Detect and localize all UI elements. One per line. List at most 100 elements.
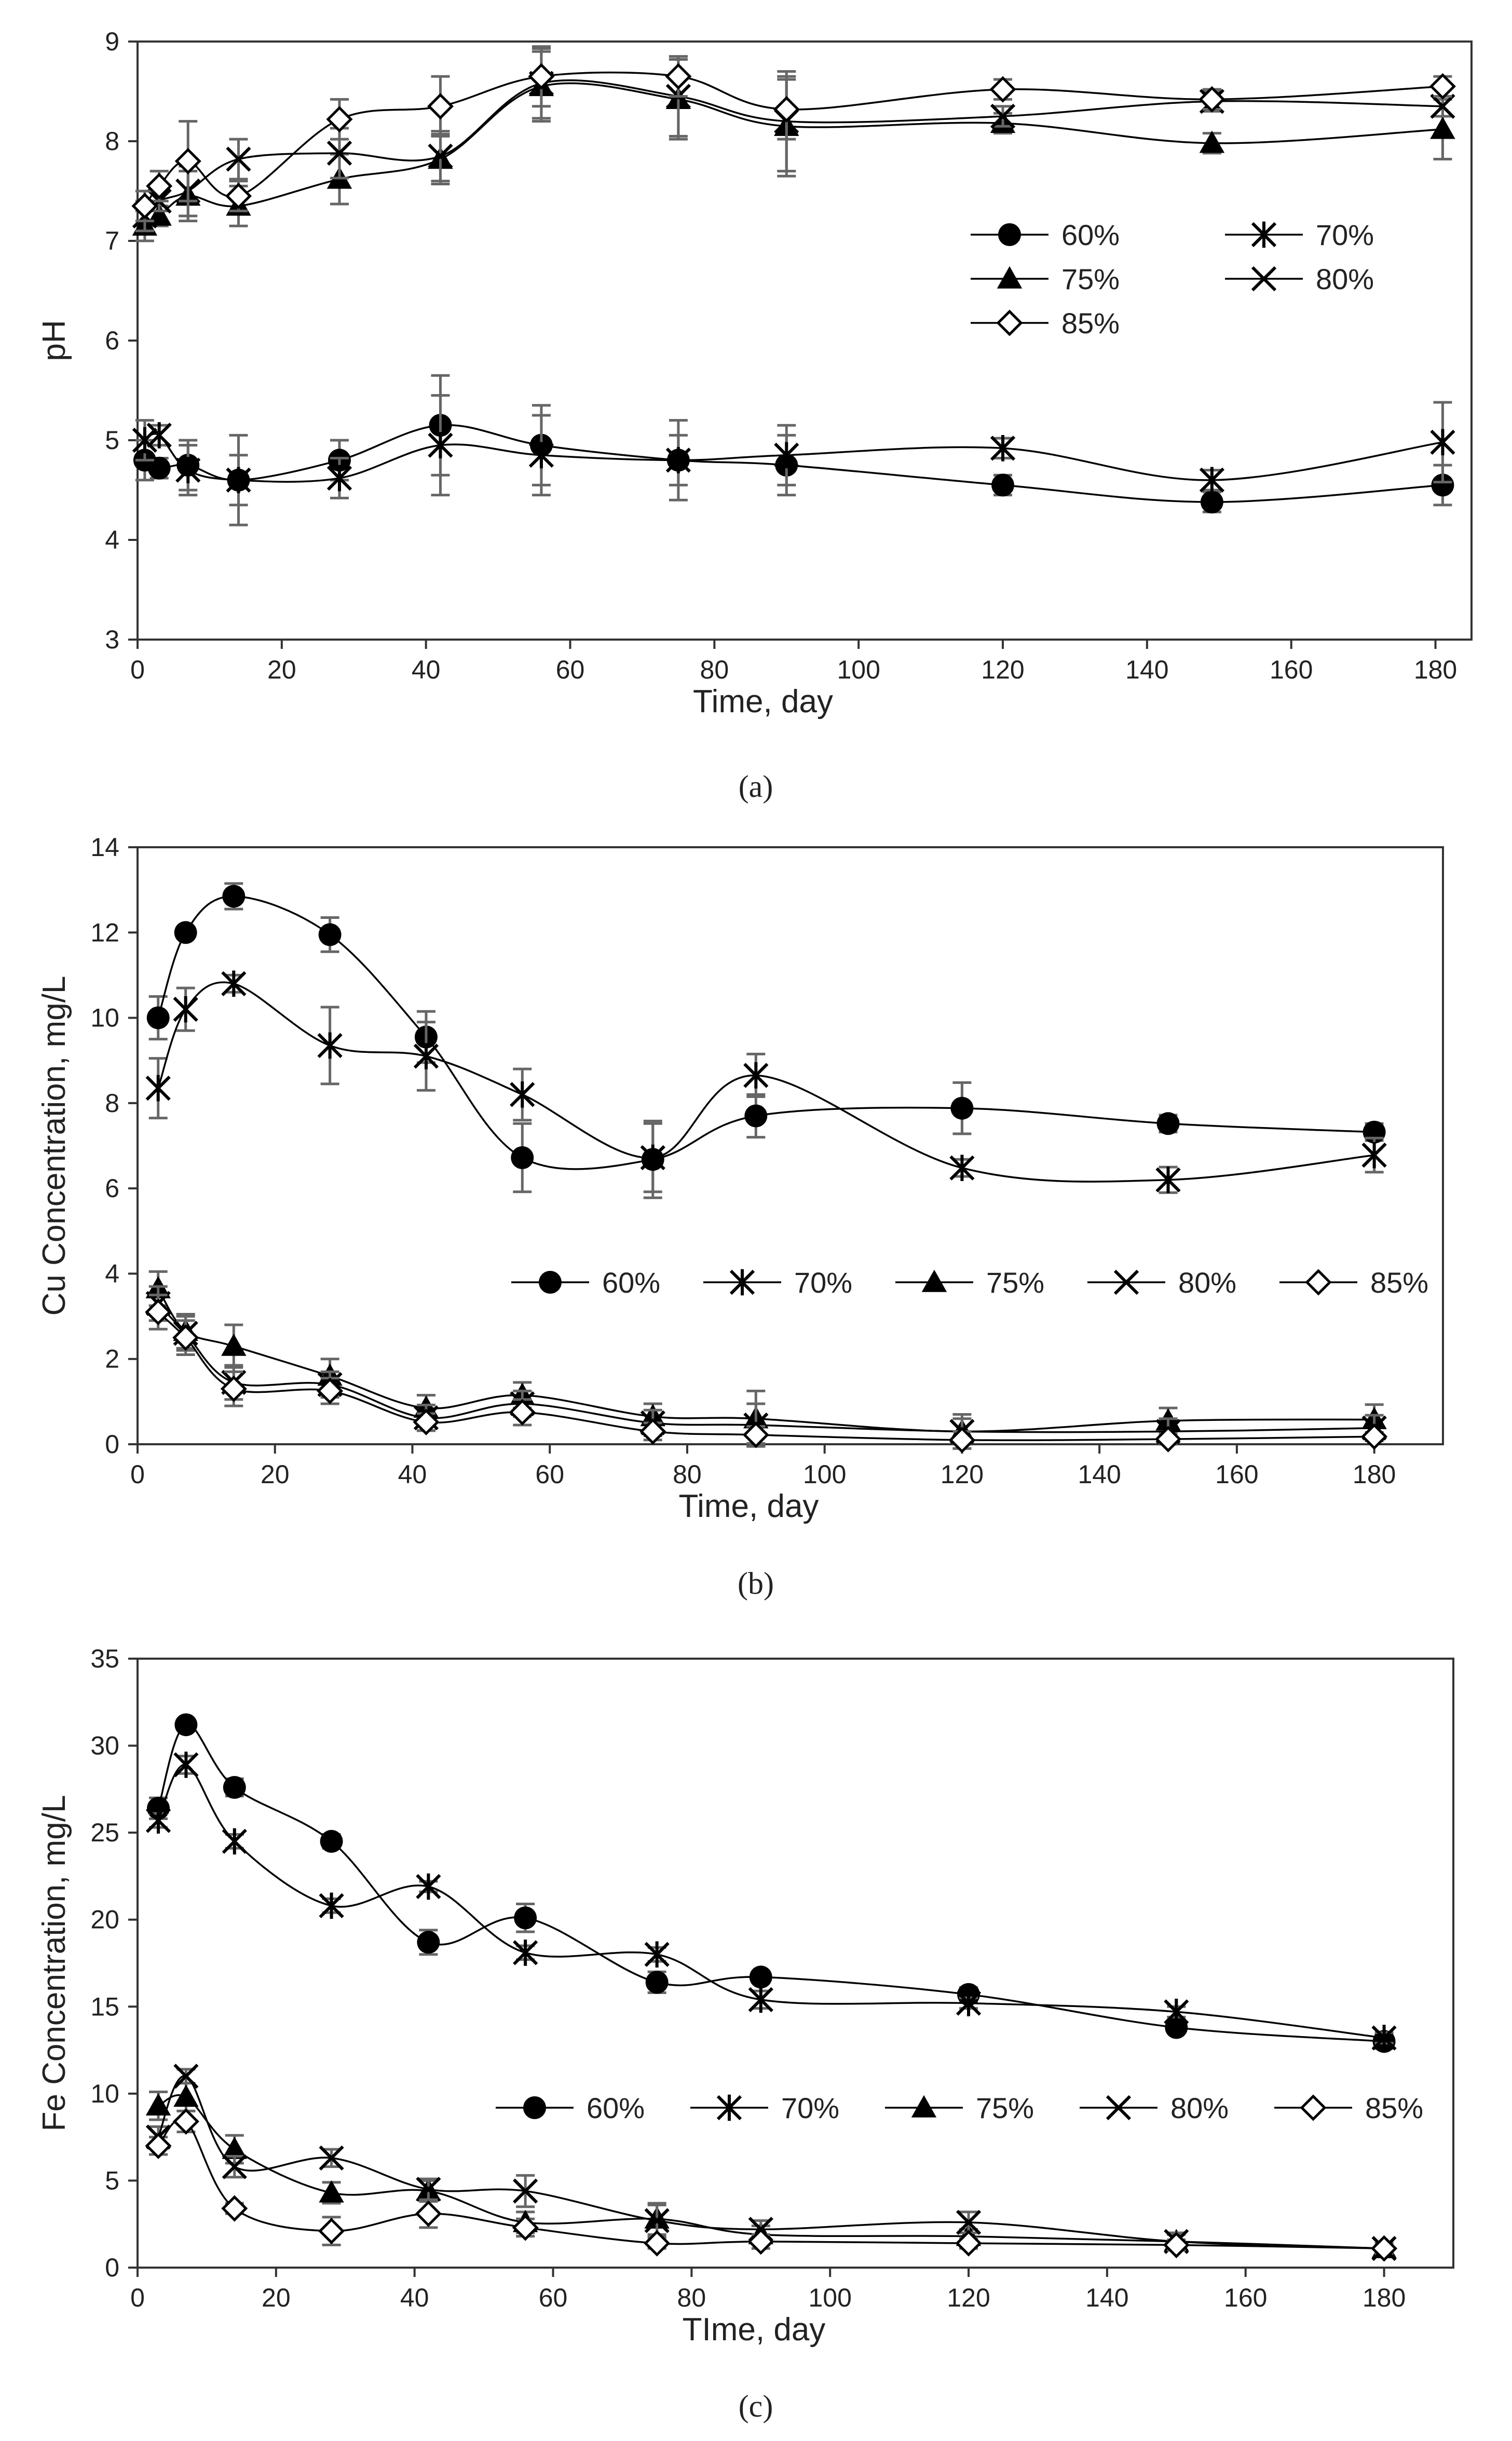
data-point (131, 193, 158, 220)
legend-label: 75% (976, 2092, 1034, 2124)
data-point (665, 447, 691, 473)
data-point (416, 1873, 441, 1900)
legend: 60% 70% 75% 80% 85% (496, 2092, 1423, 2124)
data-point (319, 2180, 344, 2203)
data-point (132, 427, 158, 454)
x-tick-label: 100 (808, 2283, 851, 2312)
data-point (640, 1144, 665, 1171)
data-point (146, 1006, 170, 1029)
x-tick-label: 20 (262, 2283, 291, 2312)
series-line (144, 71, 1443, 207)
data-point (174, 147, 201, 174)
x-tick-label: 40 (400, 2283, 429, 2312)
panel-0: 0 20 40 60 80 100 120 140 160 180 3 4 5 6 7 8 9 Time, day… (36, 27, 1473, 804)
data-point (748, 1986, 773, 2013)
y-tick-label: 3 (105, 625, 119, 654)
data-point (145, 1298, 172, 1325)
data-point (1361, 1142, 1387, 1169)
series-70% (132, 394, 1455, 507)
data-point (427, 93, 454, 120)
series-line (157, 1764, 1384, 2039)
x-tick-label: 180 (1353, 1460, 1396, 1489)
data-point (413, 1043, 439, 1069)
series-line (158, 2094, 1384, 2249)
data-point (1163, 2231, 1190, 2258)
legend-label: 85% (1365, 2092, 1423, 2124)
data-point (1200, 491, 1223, 514)
data-point (989, 76, 1016, 103)
data-point (956, 2209, 982, 2235)
data-point (773, 96, 800, 123)
x-tick-label: 120 (947, 2283, 990, 2312)
series-line (157, 1311, 1374, 1442)
legend-marker (1113, 1269, 1139, 1295)
x-tick-label: 120 (941, 1460, 984, 1489)
x-tick-label: 20 (267, 655, 296, 684)
series-line (157, 1724, 1384, 2043)
data-point (990, 103, 1016, 129)
x-tick-label: 180 (1363, 2283, 1406, 2312)
series-60% (147, 1713, 1396, 2053)
data-point (145, 2093, 171, 2116)
data-point (222, 2154, 247, 2179)
y-tick-label: 6 (105, 326, 119, 355)
series-60% (146, 882, 1386, 1199)
legend-marker (1305, 1269, 1332, 1296)
data-point (956, 1990, 982, 2016)
data-point (147, 456, 171, 480)
data-point (645, 1971, 669, 1994)
legend: 60% 70% 75% 80% 85% (971, 219, 1374, 340)
legend-label: 80% (1178, 1266, 1236, 1299)
legend-label: 80% (1316, 263, 1374, 295)
x-tick-label: 180 (1414, 655, 1457, 684)
legend-label: 60% (1061, 219, 1120, 251)
legend-label: 75% (986, 1266, 1044, 1299)
legend-marker (539, 1271, 562, 1294)
legend-marker (1251, 266, 1277, 292)
data-point (665, 63, 692, 90)
data-point (1429, 73, 1456, 100)
data-point (173, 2064, 199, 2089)
data-point (1430, 429, 1455, 456)
y-tick-label: 0 (105, 2253, 119, 2282)
legend-label: 70% (781, 2092, 839, 2124)
x-tick-label: 20 (261, 1460, 290, 1489)
data-point (744, 1104, 768, 1128)
x-tick-label: 60 (539, 2283, 568, 2312)
data-point (223, 1776, 246, 1799)
x-tick-label: 40 (412, 655, 441, 684)
data-point (528, 63, 555, 90)
data-point (413, 1408, 440, 1435)
y-tick-label: 15 (90, 1992, 119, 2021)
x-axis-label: Time, day (693, 684, 833, 720)
series-85% (131, 45, 1456, 223)
x-tick-label: 60 (535, 1460, 564, 1489)
data-point (326, 140, 352, 166)
data-point (513, 1940, 538, 1966)
legend-label: 85% (1061, 307, 1120, 340)
x-tick-label: 140 (1125, 655, 1168, 684)
x-tick-label: 80 (700, 655, 729, 684)
y-tick-label: 14 (90, 833, 119, 862)
data-point (222, 2136, 247, 2159)
data-point (1155, 1167, 1181, 1194)
data-point (173, 1752, 199, 1778)
data-point (509, 1399, 536, 1426)
y-tick-label: 6 (105, 1174, 119, 1203)
panel-2: 0 20 40 60 80 100 120 140 160 180 0 5 10 15 20 25 30 35 TI… (36, 1644, 1454, 2423)
y-tick-label: 35 (90, 1644, 119, 1673)
y-axis-label: Fe Concentration, mg/L (36, 1795, 72, 2132)
data-point (174, 921, 197, 944)
series-85% (145, 2108, 1398, 2262)
x-tick-label: 0 (130, 1460, 145, 1489)
data-point (319, 1892, 344, 1919)
panel-label: (c) (739, 2389, 773, 2423)
data-point (528, 442, 554, 469)
data-point (326, 465, 352, 492)
data-point (146, 172, 173, 199)
data-point (1430, 93, 1455, 119)
x-axis-label: TIme, day (683, 2312, 826, 2348)
x-tick-label: 80 (673, 1460, 702, 1489)
data-point (1164, 1999, 1189, 2025)
